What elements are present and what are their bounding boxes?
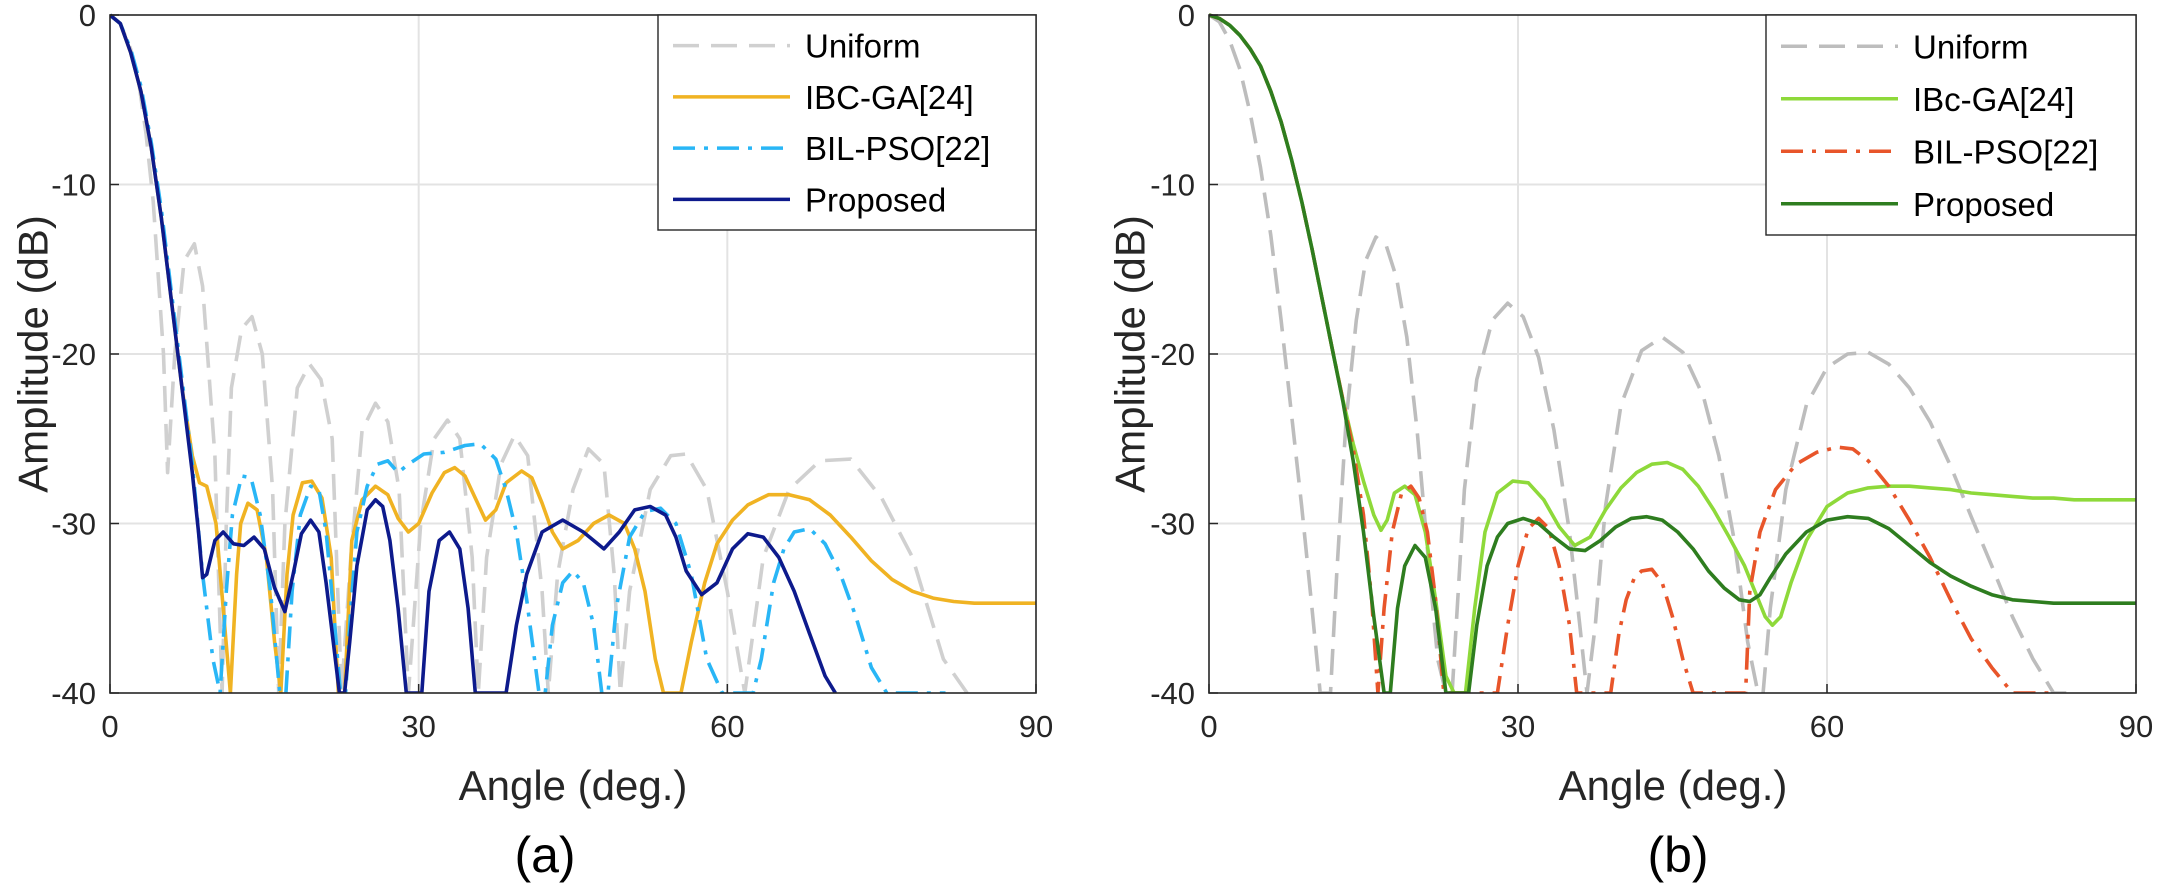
legend-box	[1765, 14, 2137, 236]
x-tick-label: 0	[1200, 709, 1217, 744]
x-axis-label: Angle (deg.)	[1559, 762, 1788, 809]
series-line-0	[110, 13, 969, 693]
y-tick-label: -30	[1150, 507, 1195, 542]
legend-label: Uniform	[1913, 28, 2029, 65]
panel-label: (b)	[1647, 827, 1708, 883]
panel-label: (a)	[514, 827, 575, 883]
series-line-1	[110, 13, 1036, 693]
x-tick-label: 60	[1810, 709, 1844, 744]
legend-box	[657, 14, 1037, 231]
x-tick-label: 0	[101, 709, 118, 744]
y-tick-label: -10	[1150, 168, 1195, 203]
y-axis-label: Amplitude (dB)	[1107, 215, 1154, 493]
x-tick-label: 90	[2119, 709, 2153, 744]
legend-label: BIL-PSO[22]	[1913, 133, 2098, 170]
legend: Uniform IBC-GA[24] BIL-PSO[22] Proposed	[657, 14, 1037, 231]
y-tick-label: -40	[1150, 676, 1195, 711]
legend-label: Proposed	[1913, 186, 2054, 223]
legend-label: Proposed	[805, 181, 946, 218]
legend-label: BIL-PSO[22]	[805, 130, 990, 167]
chart-panel-b: 0 30 60 90 0 -10 -20 -30 -40 Angle (deg.) Amplitud…	[1107, 0, 2154, 883]
y-tick-label: -10	[51, 168, 96, 203]
chart-panel-a: 0 30 60 90 0 -10 -20 -30 -40 Angle (deg.) Amplitud…	[10, 0, 1054, 883]
legend: Uniform IBc-GA[24] BIL-PSO[22] Proposed	[1765, 14, 2137, 236]
y-tick-label: -30	[51, 507, 96, 542]
y-tick-label: 0	[79, 0, 96, 33]
series-line-3	[110, 13, 837, 693]
y-axis-label: Amplitude (dB)	[10, 215, 57, 493]
x-tick-label: 30	[401, 709, 435, 744]
legend-label: Uniform	[805, 28, 921, 65]
y-tick-label: 0	[1178, 0, 1195, 33]
x-tick-label: 60	[710, 709, 744, 744]
legend-label: IBC-GA[24]	[805, 79, 974, 116]
legend-label: IBc-GA[24]	[1913, 81, 2074, 118]
y-tick-label: -20	[51, 337, 96, 372]
y-tick-label: -20	[1150, 337, 1195, 372]
series-line-3	[1209, 13, 2136, 693]
series-line-0	[1209, 13, 2070, 693]
series-line-2	[1209, 13, 2049, 693]
x-axis-label: Angle (deg.)	[459, 762, 688, 809]
x-tick-label: 30	[1501, 709, 1535, 744]
x-tick-label: 90	[1019, 709, 1053, 744]
y-tick-label: -40	[51, 676, 96, 711]
